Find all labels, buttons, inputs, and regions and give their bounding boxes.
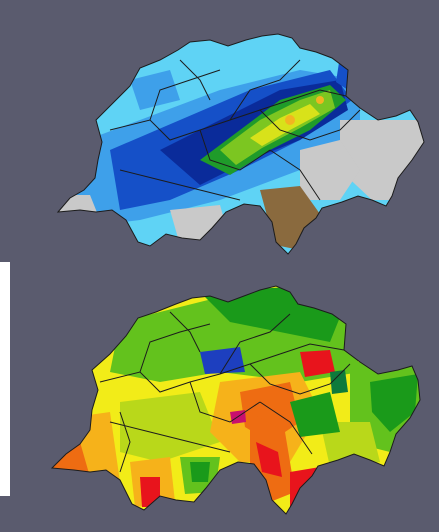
switzerland-map-bottom (51, 285, 421, 515)
precip-field-top (58, 34, 424, 254)
switzerland-map-top (57, 33, 425, 255)
left-edge-bar (0, 262, 10, 496)
map-panel-bottom (0, 262, 439, 532)
canton-borders-bottom (51, 285, 421, 515)
map-panel-top (0, 0, 439, 262)
canton-borders-top (57, 33, 425, 255)
precip-field-bottom (52, 286, 420, 514)
